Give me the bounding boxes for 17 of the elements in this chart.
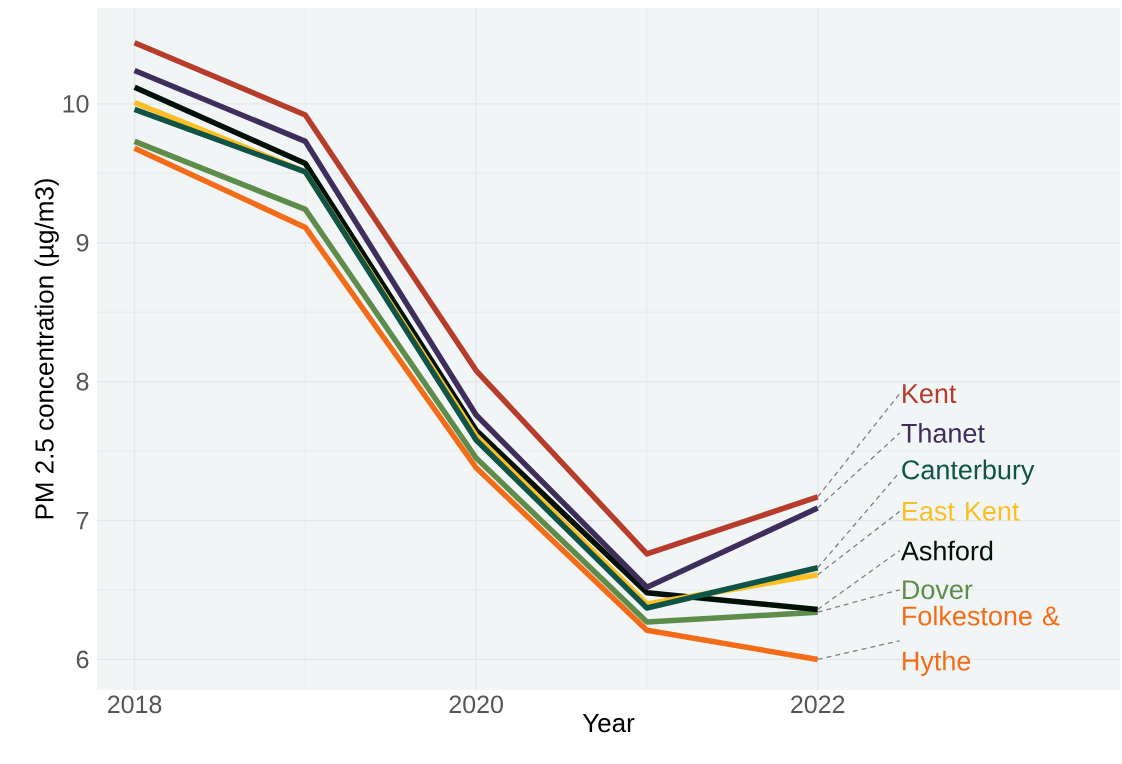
text: Ashford — [900, 540, 993, 561]
text: Dover — [903, 580, 973, 600]
text: East Kent — [903, 501, 1020, 521]
y-tick-label: 7 — [76, 511, 89, 530]
x-tick-label: 2022 — [791, 695, 845, 714]
x-tick-label: 2018 — [108, 695, 162, 714]
y-tick-label: 10 — [63, 94, 89, 113]
y-axis-title: PM 2.5 concentration (µg/m3) — [34, 179, 59, 519]
y-tick-label: 8 — [76, 372, 89, 391]
y-tick-label: 6 — [76, 650, 89, 669]
text: Kent — [903, 384, 957, 404]
x-axis-title: Year — [582, 714, 635, 733]
y-tick-label: 9 — [76, 233, 89, 252]
text: Canterbury — [902, 459, 1035, 485]
text: Thanet — [901, 423, 985, 443]
text: Folkestone & Hythe — [903, 605, 1060, 676]
x-tick-label: 2020 — [449, 695, 503, 714]
